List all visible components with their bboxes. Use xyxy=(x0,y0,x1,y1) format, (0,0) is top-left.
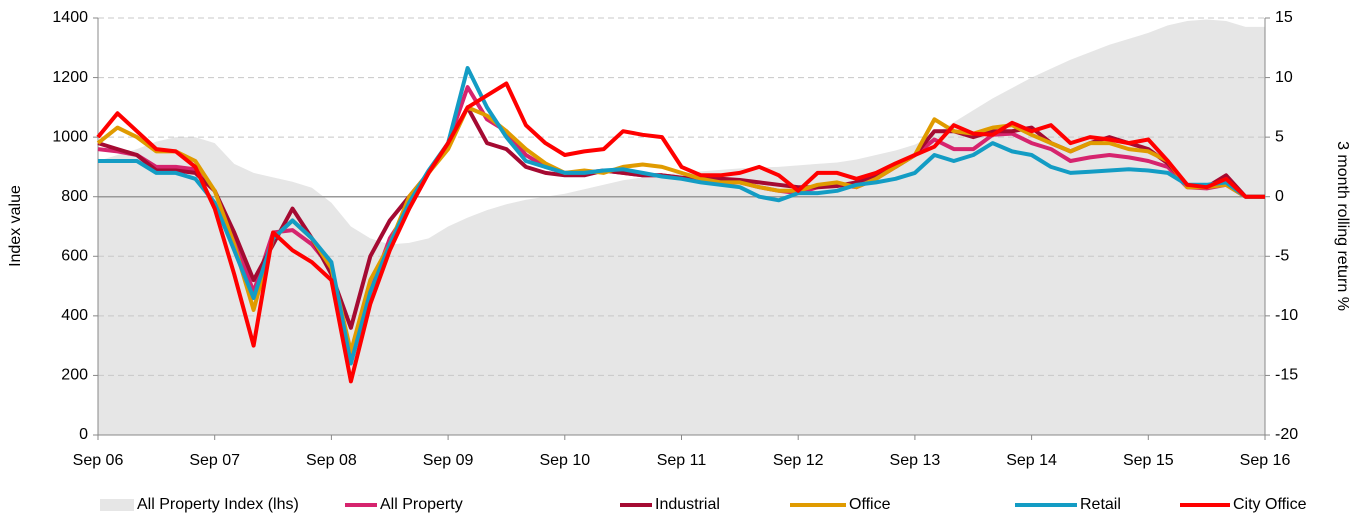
y2-tick-label: 15 xyxy=(1275,9,1293,26)
legend-label: Office xyxy=(849,496,891,513)
legend-label: Retail xyxy=(1080,496,1121,513)
legend-swatch xyxy=(100,499,134,511)
x-tick-label: Sep 14 xyxy=(1006,452,1057,469)
x-tick-label: Sep 13 xyxy=(890,452,941,469)
x-tick-label: Sep 08 xyxy=(306,452,357,469)
y2-tick-label: -20 xyxy=(1275,426,1298,443)
y-tick-label: 1200 xyxy=(52,69,88,86)
y-axis-label: Index value xyxy=(7,185,24,267)
x-tick-label: Sep 07 xyxy=(189,452,240,469)
y-tick-label: 0 xyxy=(79,426,88,443)
line xyxy=(96,81,1265,384)
y-tick-label: 400 xyxy=(61,307,88,324)
y2-tick-label: -15 xyxy=(1275,367,1298,384)
legend-label: All Property Index (lhs) xyxy=(137,496,299,513)
y-tick-label: 200 xyxy=(61,367,88,384)
y2-tick-label: -10 xyxy=(1275,307,1298,324)
x-tick-label: Sep 12 xyxy=(773,452,824,469)
legend-label: All Property xyxy=(380,496,463,513)
x-tick-label: Sep 10 xyxy=(539,452,590,469)
y2-tick-label: 5 xyxy=(1275,128,1284,145)
y2-tick-label: 10 xyxy=(1275,69,1293,86)
x-tick-label: Sep 09 xyxy=(423,452,474,469)
legend-label: City Office xyxy=(1233,496,1307,513)
x-tick-label: Sep 16 xyxy=(1240,452,1291,469)
y-tick-label: 600 xyxy=(61,248,88,265)
y2-tick-label: -5 xyxy=(1275,248,1289,265)
y-tick-label: 1000 xyxy=(52,128,88,145)
y-tick-label: 1400 xyxy=(52,9,88,26)
x-tick-label: Sep 06 xyxy=(73,452,124,469)
area xyxy=(98,19,1265,435)
x-tick-label: Sep 15 xyxy=(1123,452,1174,469)
x-tick-label: Sep 11 xyxy=(657,452,707,469)
legend-label: Industrial xyxy=(655,496,720,513)
y2-axis-label: 3 month rolling return % xyxy=(1334,141,1351,311)
y-tick-label: 800 xyxy=(61,188,88,205)
line xyxy=(98,66,1265,366)
y2-tick-label: 0 xyxy=(1275,188,1284,205)
